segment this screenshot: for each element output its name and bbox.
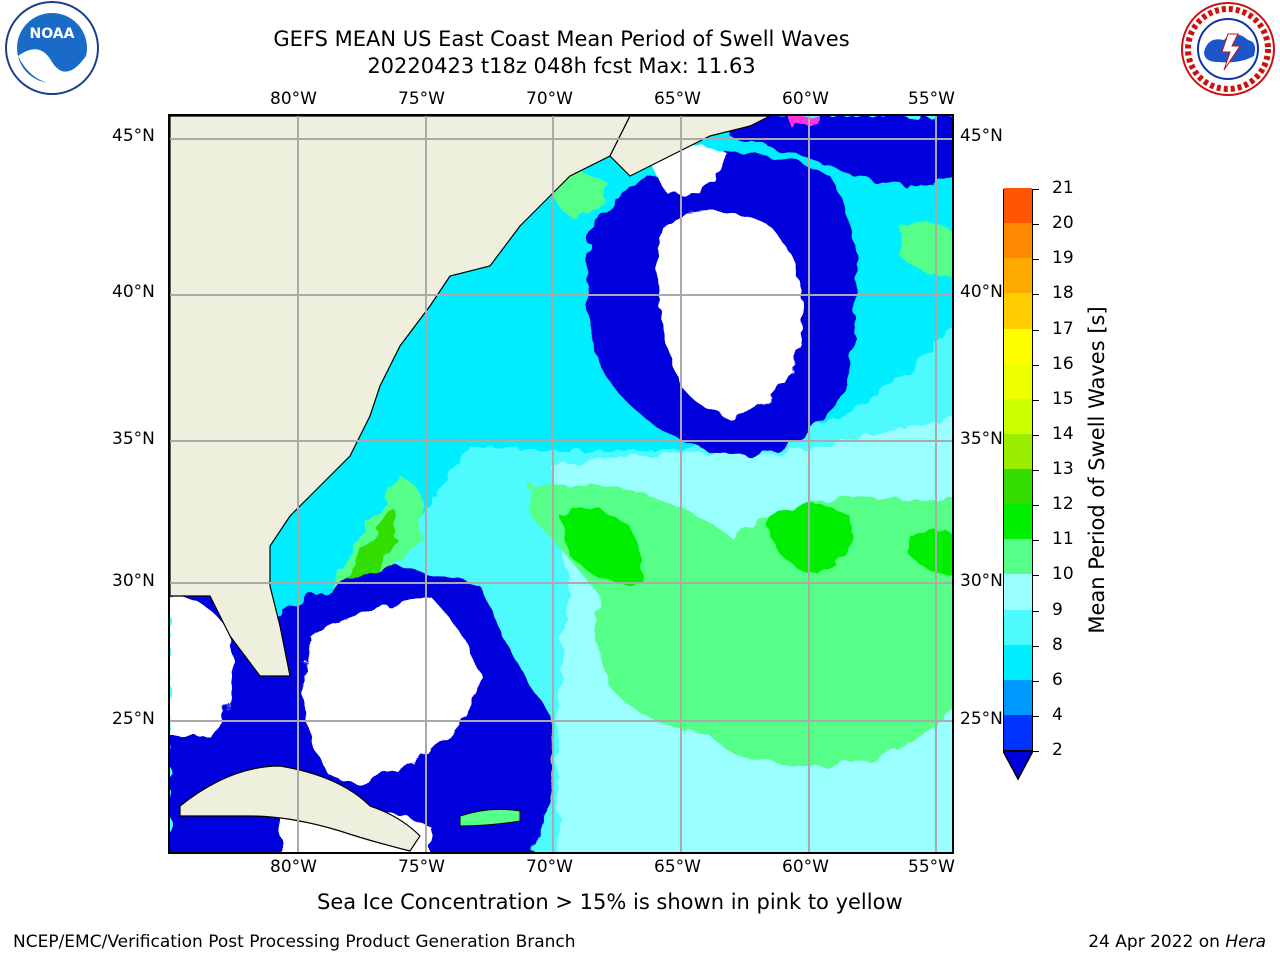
lat-tick-left: 35°N — [112, 429, 155, 449]
lat-tick-right: 40°N — [960, 282, 1003, 302]
colorbar-segment — [1004, 433, 1032, 469]
colorbar-segment — [1004, 538, 1032, 575]
colorbar-segment — [1004, 573, 1032, 610]
colorbar-tick-label: 12 — [1052, 494, 1074, 515]
colorbar-tick-mark — [1033, 189, 1039, 190]
colorbar-tick-label: 13 — [1052, 459, 1074, 479]
colorbar-tick-label: 21 — [1052, 178, 1074, 198]
map-panel — [168, 114, 954, 854]
lon-tick-top: 75°W — [398, 89, 445, 109]
colorbar-extend-triangle — [1003, 751, 1033, 781]
lon-tick-bottom: 55°W — [908, 857, 955, 877]
colorbar-segment — [1004, 363, 1032, 399]
colorbar-tick-mark — [1033, 645, 1039, 647]
colorbar-tick-mark — [1033, 680, 1039, 682]
lat-tick-right: 45°N — [960, 126, 1003, 146]
colorbar-tick-label: 10 — [1052, 564, 1074, 585]
lat-tick-left: 45°N — [112, 126, 155, 146]
colorbar-segment — [1004, 679, 1032, 715]
lat-tick-right: 35°N — [960, 429, 1003, 449]
sea-ice-note: Sea Ice Concentration > 15% is shown in … — [317, 890, 903, 914]
colorbar-segment — [1004, 257, 1032, 294]
colorbar-segment — [1004, 187, 1032, 224]
nws-logo — [1181, 2, 1275, 96]
lon-tick-top: 65°W — [654, 89, 701, 109]
colorbar-segment — [1004, 398, 1032, 434]
colorbar-tick-mark — [1033, 540, 1039, 542]
lon-tick-bottom: 60°W — [782, 857, 829, 877]
colorbar-tick-label: 14 — [1052, 423, 1074, 444]
colorbar-tick-label: 15 — [1052, 388, 1074, 409]
colorbar-tick-mark — [1033, 399, 1039, 401]
colorbar-tick-mark — [1033, 575, 1039, 577]
map-title: GEFS MEAN US East Coast Mean Period of S… — [273, 27, 850, 51]
colorbar-segment — [1004, 609, 1032, 645]
colorbar-tick-mark — [1033, 610, 1039, 612]
swell-period-field — [170, 116, 952, 852]
colorbar-tick-label: 8 — [1052, 634, 1063, 655]
lon-tick-top: 80°W — [270, 89, 317, 109]
colorbar-segment — [1004, 328, 1032, 364]
colorbar-tick-mark — [1033, 751, 1039, 752]
lon-tick-top: 60°W — [782, 89, 829, 109]
lon-tick-bottom: 80°W — [270, 857, 317, 877]
lat-tick-left: 30°N — [112, 571, 155, 591]
colorbar-tick-mark — [1033, 294, 1039, 296]
colorbar-segment — [1004, 292, 1032, 329]
lat-tick-left: 40°N — [112, 282, 155, 302]
colorbar-tick-label: 6 — [1052, 669, 1063, 690]
lon-tick-top: 70°W — [526, 89, 573, 109]
colorbar-tick-mark — [1033, 329, 1039, 331]
lat-tick-left: 25°N — [112, 709, 155, 729]
lon-tick-bottom: 65°W — [654, 857, 701, 877]
colorbar-tick-mark — [1033, 364, 1039, 366]
colorbar-tick-mark — [1033, 434, 1039, 436]
colorbar — [1003, 187, 1033, 751]
colorbar-tick-mark — [1033, 259, 1039, 261]
colorbar-tick-label: 2 — [1052, 740, 1063, 760]
colorbar-segment — [1004, 644, 1032, 680]
colorbar-segment — [1004, 714, 1032, 750]
colorbar-tick-label: 16 — [1052, 353, 1074, 374]
lat-tick-right: 30°N — [960, 571, 1003, 591]
colorbar-tick-label: 19 — [1052, 248, 1074, 269]
colorbar-tick-label: 17 — [1052, 318, 1074, 339]
footer-date: 24 Apr 2022 on Hera — [1088, 932, 1266, 952]
lon-tick-bottom: 75°W — [398, 857, 445, 877]
footer-host: Hera — [1225, 932, 1266, 952]
colorbar-tick-mark — [1033, 715, 1039, 717]
colorbar-tick-mark — [1033, 224, 1039, 226]
colorbar-title: Mean Period of Swell Waves [s] — [1085, 306, 1109, 634]
svg-text:NOAA: NOAA — [30, 26, 75, 42]
colorbar-segment — [1004, 222, 1032, 259]
noaa-logo: NOAA — [5, 1, 99, 95]
colorbar-tick-mark — [1033, 470, 1039, 471]
colorbar-tick-label: 18 — [1052, 283, 1074, 304]
colorbar-tick-label: 20 — [1052, 213, 1074, 234]
map-subtitle: 20220423 t18z 048h fcst Max: 11.63 — [367, 54, 756, 78]
colorbar-tick-label: 9 — [1052, 599, 1063, 620]
colorbar-segment — [1004, 503, 1032, 540]
lon-tick-top: 55°W — [908, 89, 955, 109]
lat-tick-right: 25°N — [960, 709, 1003, 729]
lon-tick-bottom: 70°W — [526, 857, 573, 877]
colorbar-tick-label: 4 — [1052, 704, 1063, 725]
colorbar-tick-label: 11 — [1052, 529, 1074, 550]
colorbar-tick-mark — [1033, 505, 1039, 507]
colorbar-segment — [1004, 468, 1032, 505]
footer-credit: NCEP/EMC/Verification Post Processing Pr… — [13, 932, 576, 952]
